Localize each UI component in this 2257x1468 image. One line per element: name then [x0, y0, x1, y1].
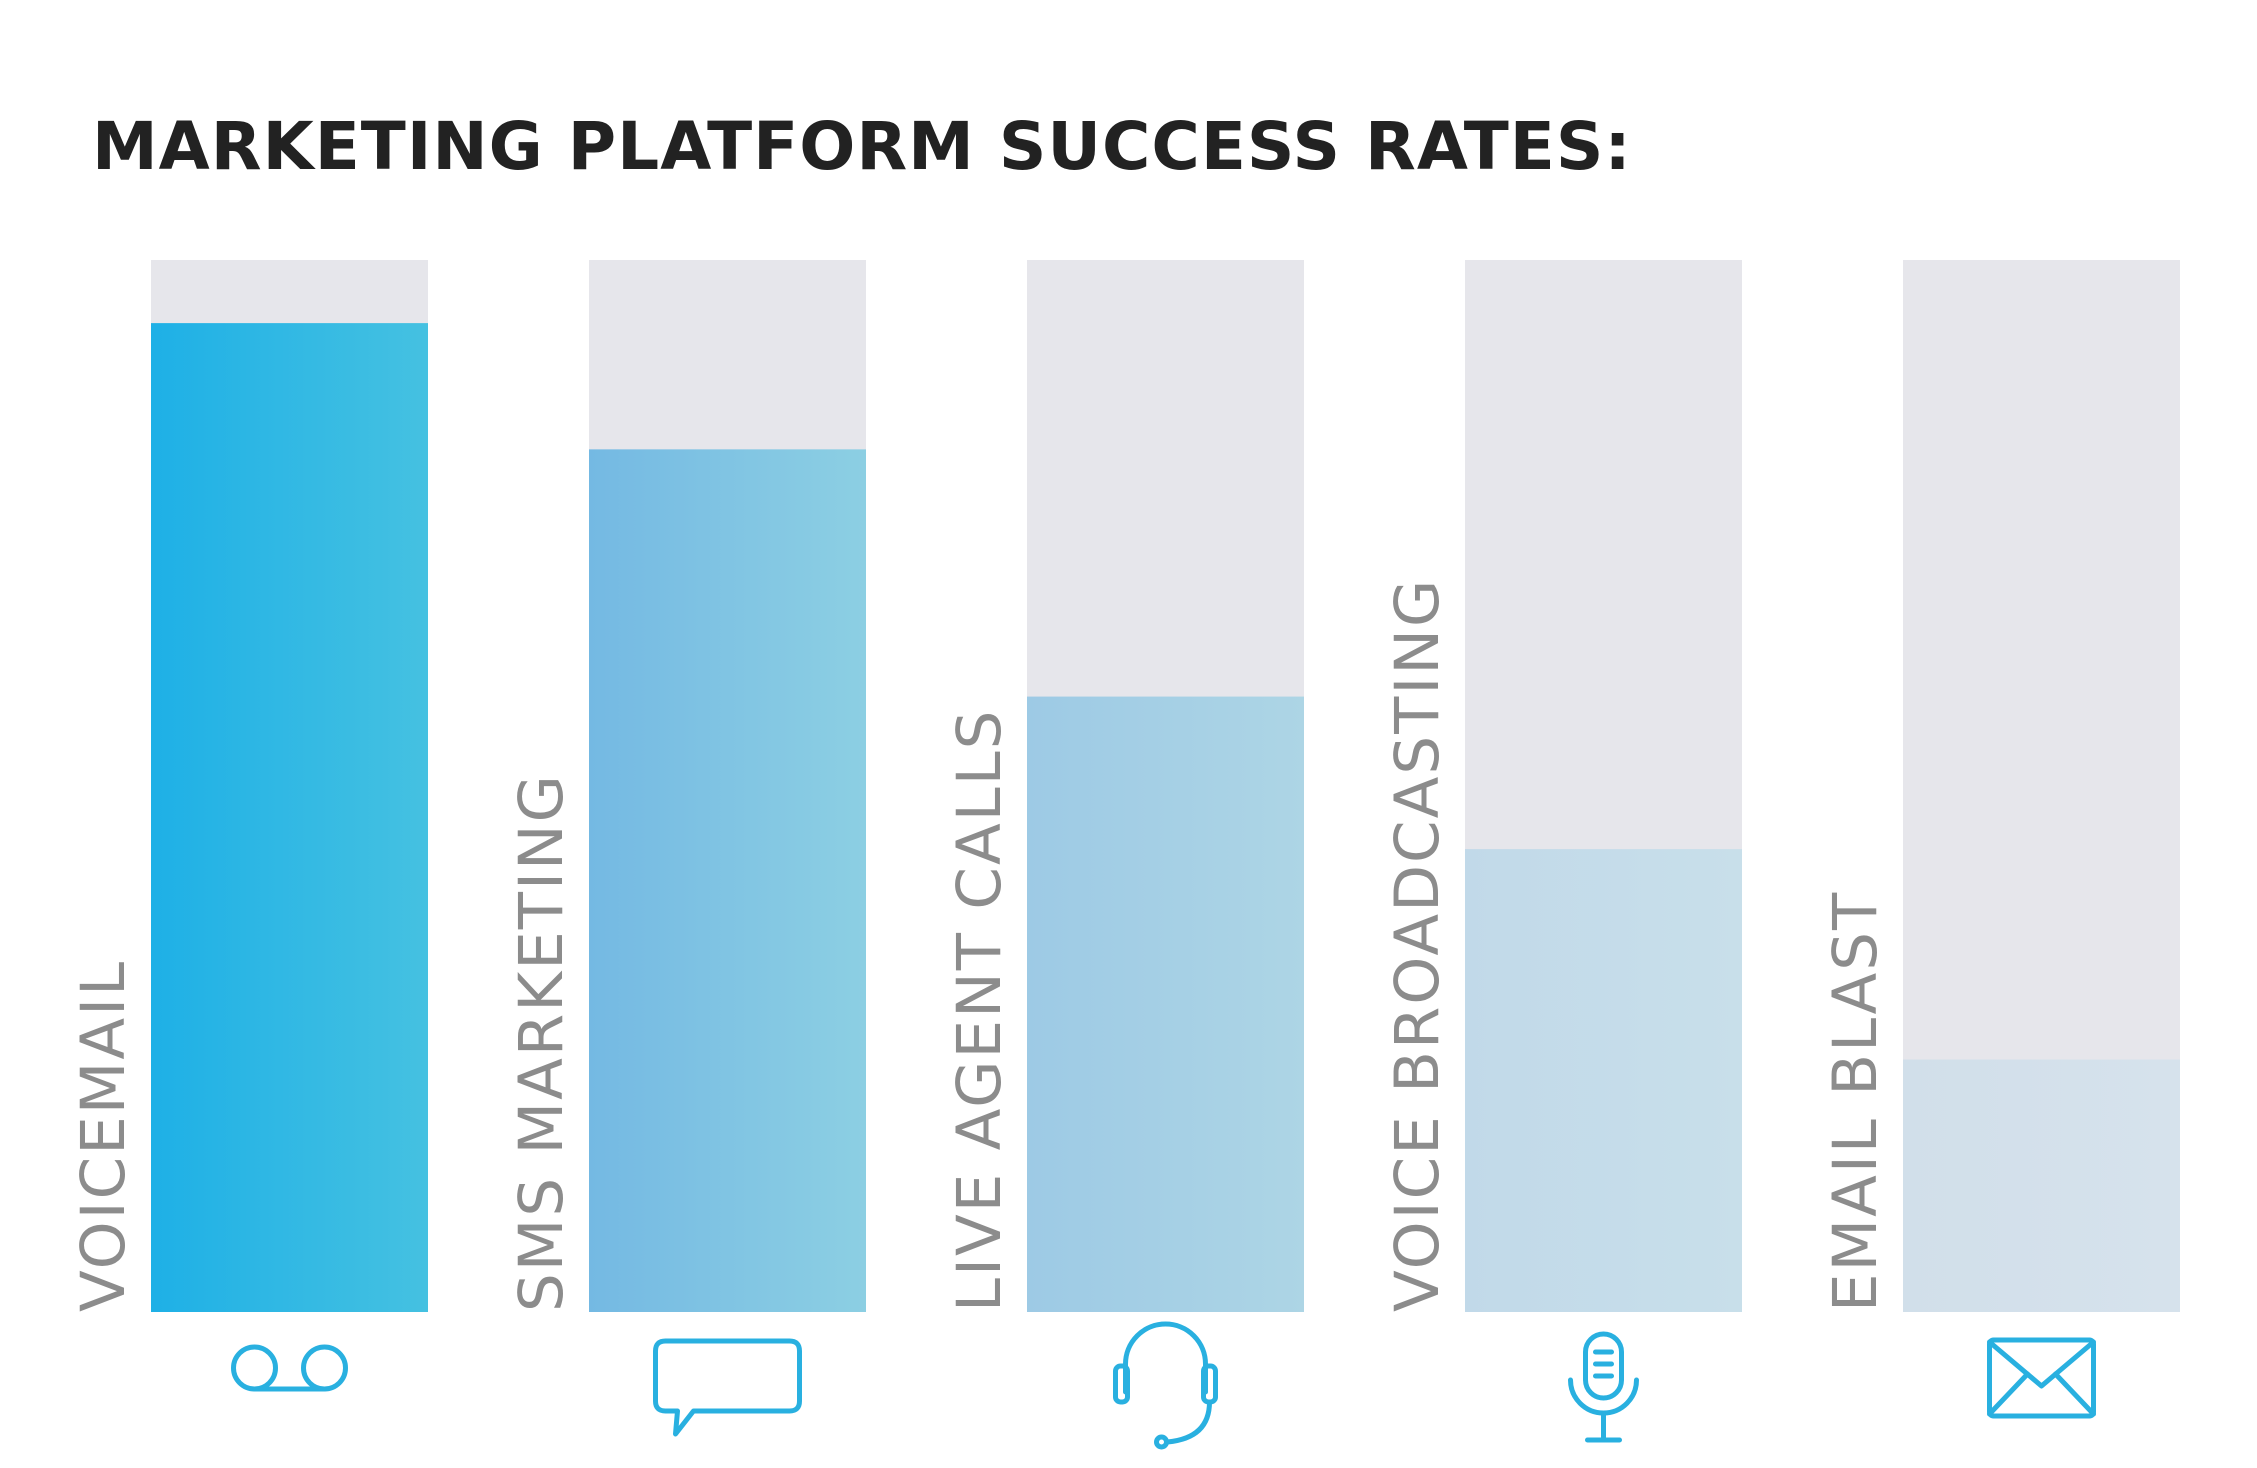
- category-label: LIVE AGENT CALLS: [944, 709, 1015, 1312]
- category-label: SMS MARKETING: [506, 773, 577, 1312]
- bar-email-blast: [1903, 1059, 2180, 1312]
- bar-voicemail: [151, 323, 428, 1312]
- headset-icon: [1113, 1321, 1218, 1450]
- category-label: VOICE BROADCASTING: [1382, 578, 1453, 1312]
- bar-live-agent-calls: [1027, 696, 1304, 1312]
- category-label: EMAIL BLAST: [1820, 891, 1891, 1312]
- bar-voice-broadcasting: [1465, 849, 1742, 1312]
- category-label: VOICEMAIL: [68, 960, 139, 1312]
- envelope-icon: [1987, 1337, 2096, 1419]
- chat-bubble-icon: [653, 1338, 802, 1437]
- bar-sms-marketing: [589, 449, 866, 1312]
- voicemail-icon: [231, 1344, 348, 1392]
- chart-title: MARKETING PLATFORM SUCCESS RATES:: [92, 108, 1632, 185]
- microphone-icon: [1568, 1331, 1639, 1443]
